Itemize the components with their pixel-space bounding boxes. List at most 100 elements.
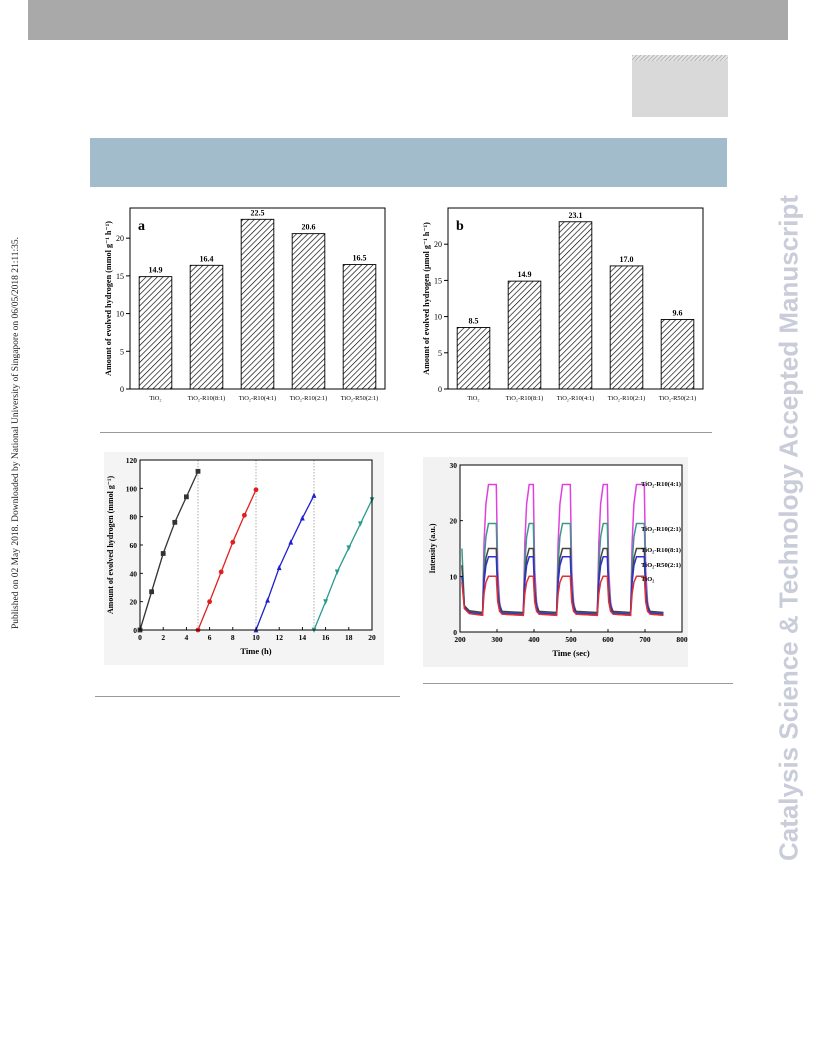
data-point xyxy=(323,599,328,605)
y-axis-label: Intensity (a.u.) xyxy=(428,523,437,573)
data-point xyxy=(346,545,352,551)
bar-value-label: 16.5 xyxy=(353,254,367,263)
y-axis-label: Amount of evolved hydrogen (mmol g⁻¹) xyxy=(106,476,115,615)
bar-chart-b: 0 5 10 15 20 8.5 TiO₂ 14.9 TiO₂-R10(8:1) 23.1 TiO₂… xyxy=(422,207,704,402)
series-line xyxy=(461,483,664,617)
y-tick-label: 100 xyxy=(126,484,138,493)
x-category-label: TiO₂-R10(4:1) xyxy=(557,395,595,402)
y-tick-label: 30 xyxy=(450,461,458,470)
caption-rule-top xyxy=(100,432,712,433)
x-tick-label: 14 xyxy=(299,633,307,642)
x-tick-label: 6 xyxy=(208,633,212,642)
y-tick-label: 0 xyxy=(453,628,457,637)
data-point xyxy=(358,521,363,527)
x-tick-label: 400 xyxy=(528,635,540,644)
y-tick-label: 10 xyxy=(434,313,442,322)
data-point xyxy=(288,539,294,545)
data-point xyxy=(253,487,259,493)
data-point xyxy=(218,569,224,575)
x-category-label: TiO₂-R10(4:1) xyxy=(239,395,277,402)
series-label: TiO₂-R10(8:1) xyxy=(641,547,681,554)
data-point xyxy=(207,599,212,605)
y-tick-label: 20 xyxy=(130,598,138,607)
y-tick-label: 20 xyxy=(434,240,442,249)
caption-rule-right xyxy=(423,683,733,684)
panel-label: a xyxy=(138,219,145,234)
bar xyxy=(456,327,491,390)
plot-frame xyxy=(129,207,386,390)
x-tick-label: 600 xyxy=(602,635,614,644)
panel-label: b xyxy=(456,219,464,234)
bar-value-label: 20.6 xyxy=(302,223,316,232)
series-line xyxy=(255,495,315,631)
x-tick-label: 500 xyxy=(565,635,577,644)
data-point xyxy=(311,492,317,498)
y-tick-label: 0 xyxy=(438,385,442,394)
series-label: TiO₂-R50(2:1) xyxy=(641,562,681,569)
x-category-label: TiO₂-R10(8:1) xyxy=(188,395,226,402)
watermark-text: Catalysis Science & Technology Accepted … xyxy=(773,194,804,861)
y-tick-label: 40 xyxy=(130,569,138,578)
data-point xyxy=(300,515,305,521)
journal-logo-placeholder xyxy=(632,55,728,117)
bar xyxy=(240,218,275,390)
x-tick-label: 2 xyxy=(161,633,165,642)
x-axis-label: Time (sec) xyxy=(552,648,590,658)
y-tick-label: 80 xyxy=(130,513,138,522)
y-tick-label: 0 xyxy=(133,626,137,635)
plot-frame xyxy=(447,207,704,390)
logo-hatch-strip xyxy=(632,55,728,61)
y-tick-label: 0 xyxy=(120,385,124,394)
x-category-label: TiO₂-R10(2:1) xyxy=(290,395,328,402)
article-header-band xyxy=(90,138,727,187)
x-tick-label: 8 xyxy=(231,633,235,642)
x-tick-label: 10 xyxy=(252,633,260,642)
x-tick-label: 0 xyxy=(138,633,142,642)
download-notice-text: Published on 02 May 2018. Downloaded by … xyxy=(11,236,21,629)
figure-photocurrent-chart: TiO₂-R10(4:1) TiO₂-R10(2:1) TiO₂-R10(8:1) T… xyxy=(423,457,688,667)
download-notice: Published on 02 May 2018. Downloaded by … xyxy=(8,210,24,655)
figure-bar-chart-a: 0 5 10 15 20 14.9 TiO₂ 16.4 TiO₂-R10(8:1) 22.5 TiO… xyxy=(100,198,400,406)
bar-value-label: 16.4 xyxy=(200,254,214,263)
x-tick-label: 700 xyxy=(639,635,651,644)
y-tick-label: 60 xyxy=(130,541,138,550)
y-tick-label: 15 xyxy=(116,272,124,281)
y-axis-label: Amount of evolved hydrogen (μmol g⁻¹ h⁻¹… xyxy=(422,222,431,375)
data-point xyxy=(334,569,340,575)
bar-value-label: 14.9 xyxy=(149,266,163,275)
x-category-label: TiO₂ xyxy=(149,395,161,402)
x-axis-label: Time (h) xyxy=(240,646,271,656)
x-tick-label: 200 xyxy=(454,635,466,644)
bar-value-label: 23.1 xyxy=(569,211,583,220)
data-point xyxy=(265,597,270,603)
figure-bar-chart-b: 0 5 10 15 20 8.5 TiO₂ 14.9 TiO₂-R10(8:1) 23.1 TiO₂… xyxy=(418,198,716,406)
series-line xyxy=(139,471,199,631)
data-point xyxy=(230,539,236,545)
x-category-label: TiO₂-R10(2:1) xyxy=(608,395,646,402)
y-axis-label: Amount of evolved hydrogen (mmol g⁻¹ h⁻¹… xyxy=(104,221,113,376)
x-tick-label: 300 xyxy=(491,635,503,644)
series-label: TiO₂-R10(4:1) xyxy=(641,481,681,488)
caption-rule-left xyxy=(95,696,400,697)
data-point xyxy=(184,494,189,500)
x-category-label: TiO₂ xyxy=(467,395,479,402)
series-label: TiO₂ xyxy=(641,576,654,583)
x-tick-label: 12 xyxy=(275,633,283,642)
y-tick-label: 20 xyxy=(450,517,458,526)
figure-cycle-chart: 0 2 4 6 8 10 12 14 16 18 20 0 20 40 60 80 100 120 Time (h)… xyxy=(104,452,384,665)
data-point xyxy=(149,589,154,595)
bar xyxy=(660,319,695,390)
x-tick-label: 20 xyxy=(368,633,376,642)
bar xyxy=(189,264,224,390)
series-line xyxy=(197,489,257,631)
bar-value-label: 22.5 xyxy=(251,208,265,217)
y-tick-label: 120 xyxy=(126,456,138,465)
bar-value-label: 14.9 xyxy=(518,270,532,279)
y-tick-label: 15 xyxy=(434,276,442,285)
bar-value-label: 9.6 xyxy=(673,308,683,317)
bar xyxy=(138,276,173,390)
data-point xyxy=(195,468,201,474)
cycle-line-chart: 0 2 4 6 8 10 12 14 16 18 20 0 20 40 60 80 100 120 Time (h)… xyxy=(104,452,384,665)
data-point xyxy=(172,519,178,525)
bar-chart-a: 0 5 10 15 20 14.9 TiO₂ 16.4 TiO₂-R10(8:1) 22.5 TiO… xyxy=(104,207,386,402)
